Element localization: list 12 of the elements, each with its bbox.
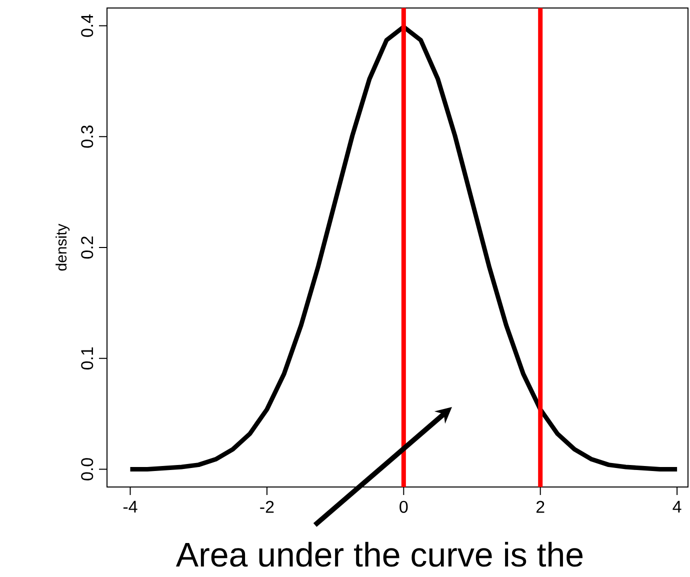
y-tick-label: 0.0 bbox=[81, 458, 94, 480]
x-tick-label: 4 bbox=[672, 500, 682, 513]
y-axis-title: density bbox=[56, 224, 70, 271]
x-tick-label: -4 bbox=[123, 500, 138, 513]
y-tick-label: 0.2 bbox=[81, 236, 94, 259]
text: Area under the curve is the bbox=[176, 542, 583, 567]
y-tick-label: 0.1 bbox=[81, 347, 94, 370]
y-tick-label: 0.3 bbox=[81, 126, 94, 148]
x-tick-label: -2 bbox=[260, 500, 274, 513]
x-tick-label: 2 bbox=[536, 500, 544, 513]
x-tick-label: 0 bbox=[400, 500, 408, 513]
y-tick-label: 0.4 bbox=[81, 14, 94, 37]
